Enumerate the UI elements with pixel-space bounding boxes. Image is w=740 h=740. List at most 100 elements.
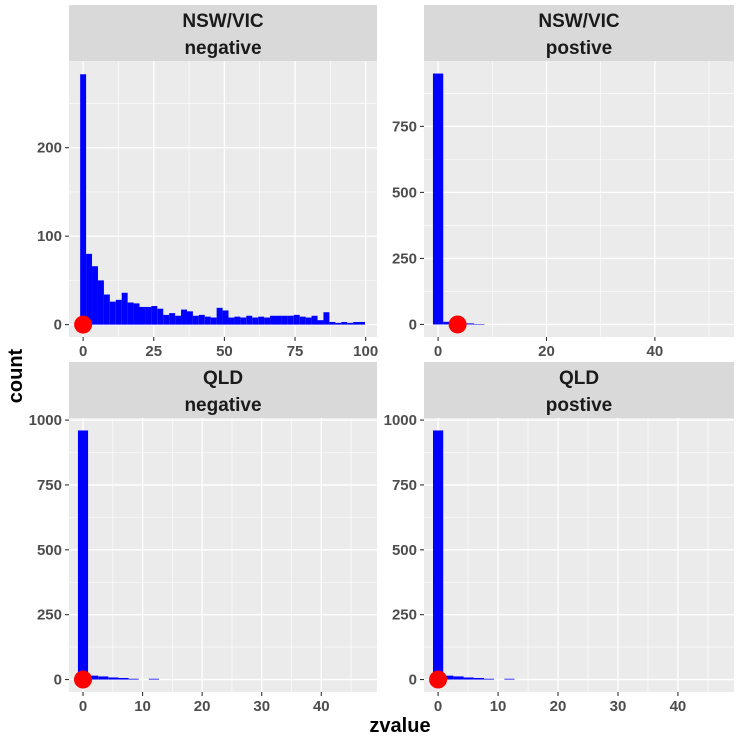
x-tick-label: 20 (538, 343, 555, 360)
histogram-bar (359, 321, 365, 325)
facet-strip-line2: negative (184, 395, 261, 416)
histogram-bar (186, 311, 193, 325)
histogram-bar (287, 315, 294, 325)
y-tick-label: 500 (392, 184, 417, 201)
facet-panel-qld-pos: QLD postive 0 10 20 30 40 0 250 500 750 1000 (384, 362, 734, 715)
x-tick-label: 40 (313, 698, 330, 715)
histogram-bar (353, 321, 360, 325)
histogram-bar (317, 320, 324, 325)
histogram-bar (175, 315, 182, 325)
histogram-bar (453, 676, 464, 680)
y-tick-label: 1000 (29, 412, 62, 429)
histogram-bar (77, 430, 89, 680)
facet-strip (69, 5, 377, 61)
histogram-bar (88, 675, 99, 680)
histogram-bar (483, 678, 495, 680)
panel-background (424, 418, 734, 692)
zero-marker-point (448, 315, 467, 334)
histogram-bar (118, 677, 129, 680)
y-tick-label: 750 (37, 477, 62, 494)
histogram-bar (432, 430, 444, 680)
histogram-bar (258, 316, 265, 325)
histogram-bar (329, 321, 336, 325)
histogram-bar (133, 303, 140, 325)
x-tick-label: 50 (216, 343, 233, 360)
histogram-bar (157, 308, 164, 325)
zero-marker-point (429, 670, 448, 689)
y-tick-label: 100 (37, 228, 62, 245)
histogram-bar (275, 315, 282, 325)
y-tick-label: 0 (54, 672, 62, 689)
histogram-bar (264, 317, 271, 325)
histogram-bar (311, 315, 318, 325)
histogram-bar (216, 307, 223, 325)
facet-panel-nsw-neg: NSW/VIC negative 0 25 50 75 100 0 100 200 (37, 5, 378, 360)
x-tick-label: 10 (134, 698, 151, 715)
histogram-bar (198, 314, 205, 325)
facet-strip (424, 362, 734, 418)
panel-background (69, 61, 377, 337)
histogram-bar (443, 321, 454, 325)
histogram-bar (473, 677, 484, 680)
y-tick-label: 1000 (384, 412, 417, 429)
panel-background (69, 418, 377, 692)
histogram-bar (169, 313, 176, 325)
x-tick-label: 30 (253, 698, 270, 715)
x-tick-label: 20 (550, 698, 567, 715)
histogram-bar (234, 316, 241, 325)
x-tick-label: 100 (353, 343, 378, 360)
histogram-bar (210, 317, 217, 325)
histogram-bar (109, 301, 116, 325)
x-tick-label: 40 (647, 343, 664, 360)
y-tick-label: 0 (54, 317, 62, 334)
histogram-bar (139, 306, 146, 325)
histogram-bar (305, 317, 312, 325)
facet-strip-line2: postive (546, 38, 613, 59)
x-axis-title: zvalue (369, 715, 430, 737)
x-tick-label: 75 (287, 343, 304, 360)
histogram-bar (463, 677, 474, 680)
facet-strip-line1: QLD (203, 368, 243, 389)
histogram-bar (204, 316, 211, 325)
y-tick-label: 250 (392, 607, 417, 624)
y-tick-label: 750 (392, 477, 417, 494)
histogram-bar (299, 316, 306, 325)
histogram-bar (347, 322, 354, 325)
panel-background (424, 61, 734, 337)
histogram-bar (293, 314, 300, 325)
x-tick-label: 10 (490, 698, 507, 715)
histogram-bar (148, 678, 159, 680)
histogram-bar (115, 299, 122, 325)
histogram-bar (97, 280, 104, 325)
y-tick-label: 200 (37, 140, 62, 157)
histogram-bar (335, 322, 342, 325)
histogram-bar (222, 310, 229, 325)
y-tick-label: 0 (409, 672, 417, 689)
histogram-bar (163, 314, 170, 325)
histogram-bar (103, 294, 110, 325)
y-tick-label: 250 (37, 607, 62, 624)
histogram-bar (108, 677, 119, 680)
zero-marker-point (74, 315, 93, 334)
histogram-bar (443, 675, 454, 680)
histogram-bar (252, 317, 259, 325)
facet-strip-line2: negative (184, 38, 261, 59)
y-tick-label: 750 (392, 118, 417, 135)
zero-marker-point (74, 670, 92, 689)
histogram-bar (228, 317, 235, 325)
histogram-bar (270, 315, 276, 325)
y-tick-label: 500 (37, 542, 62, 559)
histogram-bar (474, 324, 485, 325)
histogram-bar (323, 312, 330, 325)
histogram-bar (192, 315, 199, 325)
histogram-bar (98, 676, 109, 680)
histogram-bar (151, 306, 158, 325)
x-tick-label: 0 (434, 698, 442, 715)
y-axis-title: count (5, 348, 27, 403)
x-tick-label: 20 (194, 698, 211, 715)
y-tick-label: 250 (392, 250, 417, 267)
facet-strip-line1: NSW/VIC (182, 11, 264, 32)
x-tick-label: 0 (79, 698, 87, 715)
histogram-bar (432, 73, 444, 325)
